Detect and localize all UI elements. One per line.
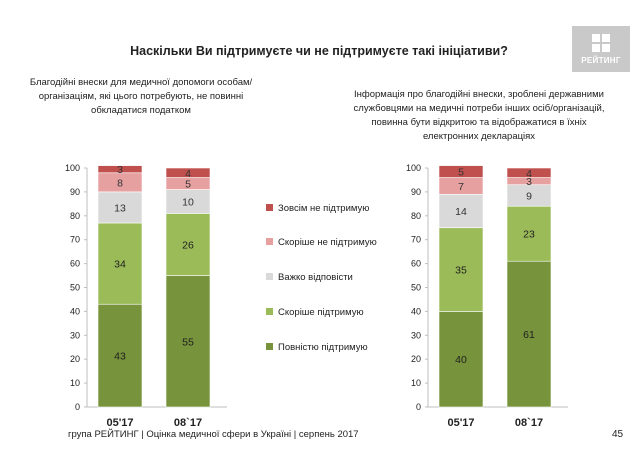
- left-bar-segment: [165, 167, 211, 178]
- left-bar-segment: [97, 191, 143, 224]
- legend-label: Скоріше не підтримую: [278, 237, 377, 248]
- left-y-tick-label: 80: [70, 211, 80, 221]
- legend-item-strongly-oppose: Зовсім не підтримую: [266, 203, 369, 217]
- left-data-label: 26: [182, 239, 194, 251]
- chart-right-title: Інформація про благодійні внески, зробле…: [353, 89, 605, 142]
- left-y-tick-label: 90: [70, 187, 80, 197]
- right-data-label: 9: [526, 190, 532, 202]
- right-data-label: 35: [455, 265, 467, 277]
- right-y-tick-label: 100: [406, 163, 421, 173]
- left-bar-segment: [97, 222, 143, 305]
- left-data-label: 43: [114, 351, 126, 363]
- right-y-tick-label: 0: [416, 402, 421, 412]
- left-y-tick-label: 10: [70, 378, 80, 388]
- right-data-label: 61: [523, 329, 535, 341]
- page-title: Наскільки Ви підтримуєте чи не підтримує…: [130, 44, 508, 58]
- left-data-label: 13: [114, 202, 126, 214]
- right-data-label: 40: [455, 354, 467, 366]
- right-y-tick-label: 80: [411, 211, 421, 221]
- right-y-tick-label: 60: [411, 259, 421, 269]
- legend-item-rather-oppose: Скоріше не підтримую: [266, 237, 377, 251]
- left-data-label: 3: [117, 164, 123, 176]
- right-category-label: 05'17: [447, 417, 474, 429]
- left-bar-segment: [165, 275, 211, 408]
- left-bar-segment: [97, 165, 143, 174]
- page-number: 45: [612, 429, 624, 440]
- left-y-tick-label: 30: [70, 330, 80, 340]
- left-y-tick-label: 70: [70, 235, 80, 245]
- right-bar-segment: [506, 205, 552, 262]
- right-bar-segment: [438, 165, 484, 178]
- right-data-label: 3: [526, 176, 532, 188]
- left-y-tick-label: 40: [70, 306, 80, 316]
- legend-label: Скоріше підтримую: [278, 307, 364, 318]
- legend-swatch: [266, 238, 273, 245]
- left-data-label: 8: [117, 177, 123, 189]
- left-data-label: 5: [185, 179, 191, 191]
- left-bar-segment: [97, 303, 143, 408]
- left-data-label: 34: [114, 259, 126, 271]
- right-bar-segment: [506, 167, 552, 178]
- right-bar-segment: [438, 311, 484, 408]
- right-bar-segment: [438, 227, 484, 312]
- right-y-tick-label: 20: [411, 354, 421, 364]
- left-y-tick-label: 0: [75, 402, 80, 412]
- brand-logo: РЕЙТИНГ: [572, 26, 630, 72]
- left-bar-segment: [165, 213, 211, 276]
- legend-label: Повністю підтримую: [278, 342, 368, 353]
- left-y-tick-label: 20: [70, 354, 80, 364]
- right-y-tick-label: 10: [411, 378, 421, 388]
- left-data-label: 10: [182, 196, 194, 208]
- right-category-label: 08`17: [515, 417, 543, 429]
- right-data-label: 14: [455, 206, 467, 218]
- legend-item-hard-to-say: Важко відповісти: [266, 272, 353, 286]
- legend-item-rather-support: Скоріше підтримую: [266, 307, 364, 321]
- footer: група РЕЙТИНГ | Оцінка медичної сфери в …: [68, 429, 359, 440]
- right-data-label: 5: [458, 167, 464, 179]
- right-data-label: 7: [458, 181, 464, 193]
- left-y-tick-label: 50: [70, 283, 80, 293]
- legend-label: Зовсім не підтримую: [278, 203, 370, 214]
- legend-swatch: [266, 343, 273, 350]
- right-y-tick-label: 40: [411, 306, 421, 316]
- right-y-tick-label: 70: [411, 235, 421, 245]
- right-bar-segment: [438, 193, 484, 229]
- legend-swatch: [266, 308, 273, 315]
- left-data-label: 55: [182, 336, 194, 348]
- logo-text: РЕЙТИНГ: [581, 56, 621, 65]
- legend-swatch: [266, 204, 273, 211]
- left-category-label: 05'17: [106, 417, 133, 429]
- legend-swatch: [266, 273, 273, 280]
- right-y-tick-label: 50: [411, 283, 421, 293]
- left-y-tick-label: 60: [70, 259, 80, 269]
- right-bar-segment: [506, 260, 552, 408]
- left-category-label: 08`17: [174, 417, 202, 429]
- right-data-label: 4: [526, 168, 532, 180]
- right-data-label: 23: [523, 229, 535, 241]
- left-data-label: 4: [185, 168, 191, 180]
- chart-left-title: Благодійні внески для медичної допомоги …: [29, 77, 253, 116]
- left-y-tick-label: 100: [65, 163, 80, 173]
- right-y-tick-label: 30: [411, 330, 421, 340]
- logo-mark-icon: [592, 34, 610, 52]
- legend-item-fully-support: Повністю підтримую: [266, 342, 368, 356]
- legend-label: Важко відповісти: [278, 272, 353, 283]
- right-y-tick-label: 90: [411, 187, 421, 197]
